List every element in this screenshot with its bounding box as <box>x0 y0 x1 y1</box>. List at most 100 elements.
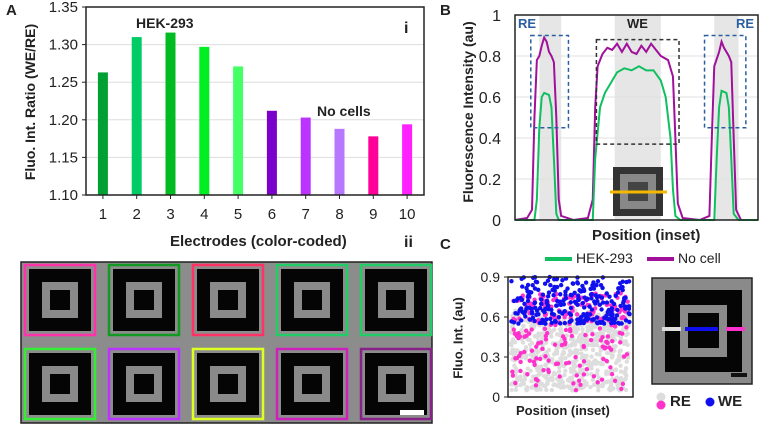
scatter-point-re <box>607 351 613 356</box>
scatter-point-we <box>545 294 551 299</box>
scatter-point-we <box>563 289 568 294</box>
scatter-point-re <box>581 343 586 349</box>
scatter-point-re <box>595 388 601 393</box>
scatter-point-re <box>623 332 629 338</box>
electrode-frame-8 <box>191 347 265 421</box>
scatter-point-we <box>532 300 537 306</box>
scatter-point-we <box>609 309 614 314</box>
scatter-point-we <box>588 292 594 297</box>
c-y-tick-label: 0 <box>492 389 500 405</box>
scatter-point-we <box>511 320 517 325</box>
a-y-axis-label: Fluo. Int. Ratio (WE/RE) <box>22 23 38 181</box>
scatter-point-re <box>574 373 580 378</box>
scatter-point-we <box>555 298 560 304</box>
scatter-point-re <box>582 378 587 384</box>
c-y-tick-label: 0.6 <box>481 309 501 325</box>
scatter-point-we <box>626 279 632 284</box>
c-plot-frame <box>507 276 634 398</box>
scatter-point-we <box>590 317 595 322</box>
scatter-point-we <box>589 307 595 312</box>
scatter-point-re <box>611 332 617 337</box>
scatter-point-re <box>586 361 591 366</box>
scatter-point-we <box>536 312 541 317</box>
scatter-point-we <box>615 290 621 295</box>
scatter-point-we <box>621 300 626 305</box>
scatter-point-we <box>540 317 545 322</box>
scatter-point-re <box>521 323 526 329</box>
electrode-frame-1 <box>23 263 97 337</box>
electrode-center <box>302 290 322 310</box>
scatter-point-re <box>523 328 529 333</box>
scatter-point-re <box>581 359 587 364</box>
scatter-point-re <box>572 342 578 347</box>
scatter-point-we <box>615 307 620 313</box>
re-right-box <box>703 34 747 129</box>
electrode-frame-9 <box>275 347 349 421</box>
scatter-point-re <box>569 333 575 339</box>
scatter-point-re <box>516 331 521 336</box>
b-y-tick-label: 0 <box>492 213 501 230</box>
scatter-point-re <box>618 363 623 368</box>
scatter-point-re <box>543 337 549 342</box>
scatter-point-we <box>580 283 585 289</box>
scatter-point-we <box>582 295 587 300</box>
scatter-point-re <box>551 352 557 357</box>
bar-electrode-6 <box>266 110 277 195</box>
scatter-point-re <box>513 387 519 393</box>
scatter-point-re <box>597 326 603 331</box>
scatter-point-we <box>519 297 525 303</box>
scatter-point-re <box>619 386 624 392</box>
scatter-point-re <box>525 371 530 377</box>
scatter-point-re <box>517 334 523 339</box>
electrode-center <box>218 290 238 310</box>
scatter-point-we <box>597 319 602 325</box>
a-x-tick-label: 2 <box>133 206 141 223</box>
scatter-point-we <box>540 308 546 313</box>
a-x-axis-label: Electrodes (color-coded) <box>170 233 347 250</box>
scatter-point-we <box>582 305 587 310</box>
scatter-point-we <box>530 282 535 288</box>
region-label-re-right: RE <box>736 16 755 31</box>
scatter-point-we <box>542 281 548 286</box>
legend-no-cell: No cell <box>678 250 721 266</box>
a-plot-frame <box>85 6 425 196</box>
scatter-point-re <box>594 359 599 365</box>
scatter-point-we <box>594 295 600 300</box>
line-no-cell <box>514 35 758 222</box>
scatter-point-re <box>618 369 624 374</box>
scatter-point-we <box>620 287 625 293</box>
scatter-point-re <box>564 345 569 350</box>
scatter-point-we <box>546 290 552 295</box>
scatter-point-we <box>593 301 598 306</box>
scatter-point-re <box>518 368 523 374</box>
scatter-point-we <box>575 302 580 307</box>
scatter-point-re <box>596 384 601 389</box>
scatter-point-re <box>623 366 629 371</box>
scatter-point-re <box>524 353 529 358</box>
scatter-point-re <box>583 340 589 345</box>
line-hek-293 <box>515 65 758 221</box>
scatter-point-we <box>532 318 537 324</box>
scatter-point-re <box>619 315 624 321</box>
a-y-tick-label: 1.25 <box>49 74 78 91</box>
scatter-point-re <box>568 351 573 356</box>
bar-electrode-2 <box>131 37 142 195</box>
c-legend-we: WE <box>718 393 743 410</box>
scatter-point-re <box>594 371 600 377</box>
scatter-point-re <box>510 373 516 378</box>
scatter-point-re <box>600 361 605 367</box>
scatter-point-we <box>562 320 568 326</box>
scatter-point-we <box>616 286 622 291</box>
scatter-point-re <box>615 386 621 391</box>
scatter-point-we <box>558 292 563 297</box>
scatter-point-we <box>567 319 572 325</box>
scatter-point-re <box>612 324 618 329</box>
a-x-tick-label: 1 <box>99 206 107 223</box>
scatter-point-re <box>563 355 568 361</box>
bar-electrode-10 <box>402 124 413 195</box>
scatter-point-re <box>581 372 587 377</box>
scatter-point-we <box>570 281 576 286</box>
scatter-point-we <box>529 306 534 312</box>
